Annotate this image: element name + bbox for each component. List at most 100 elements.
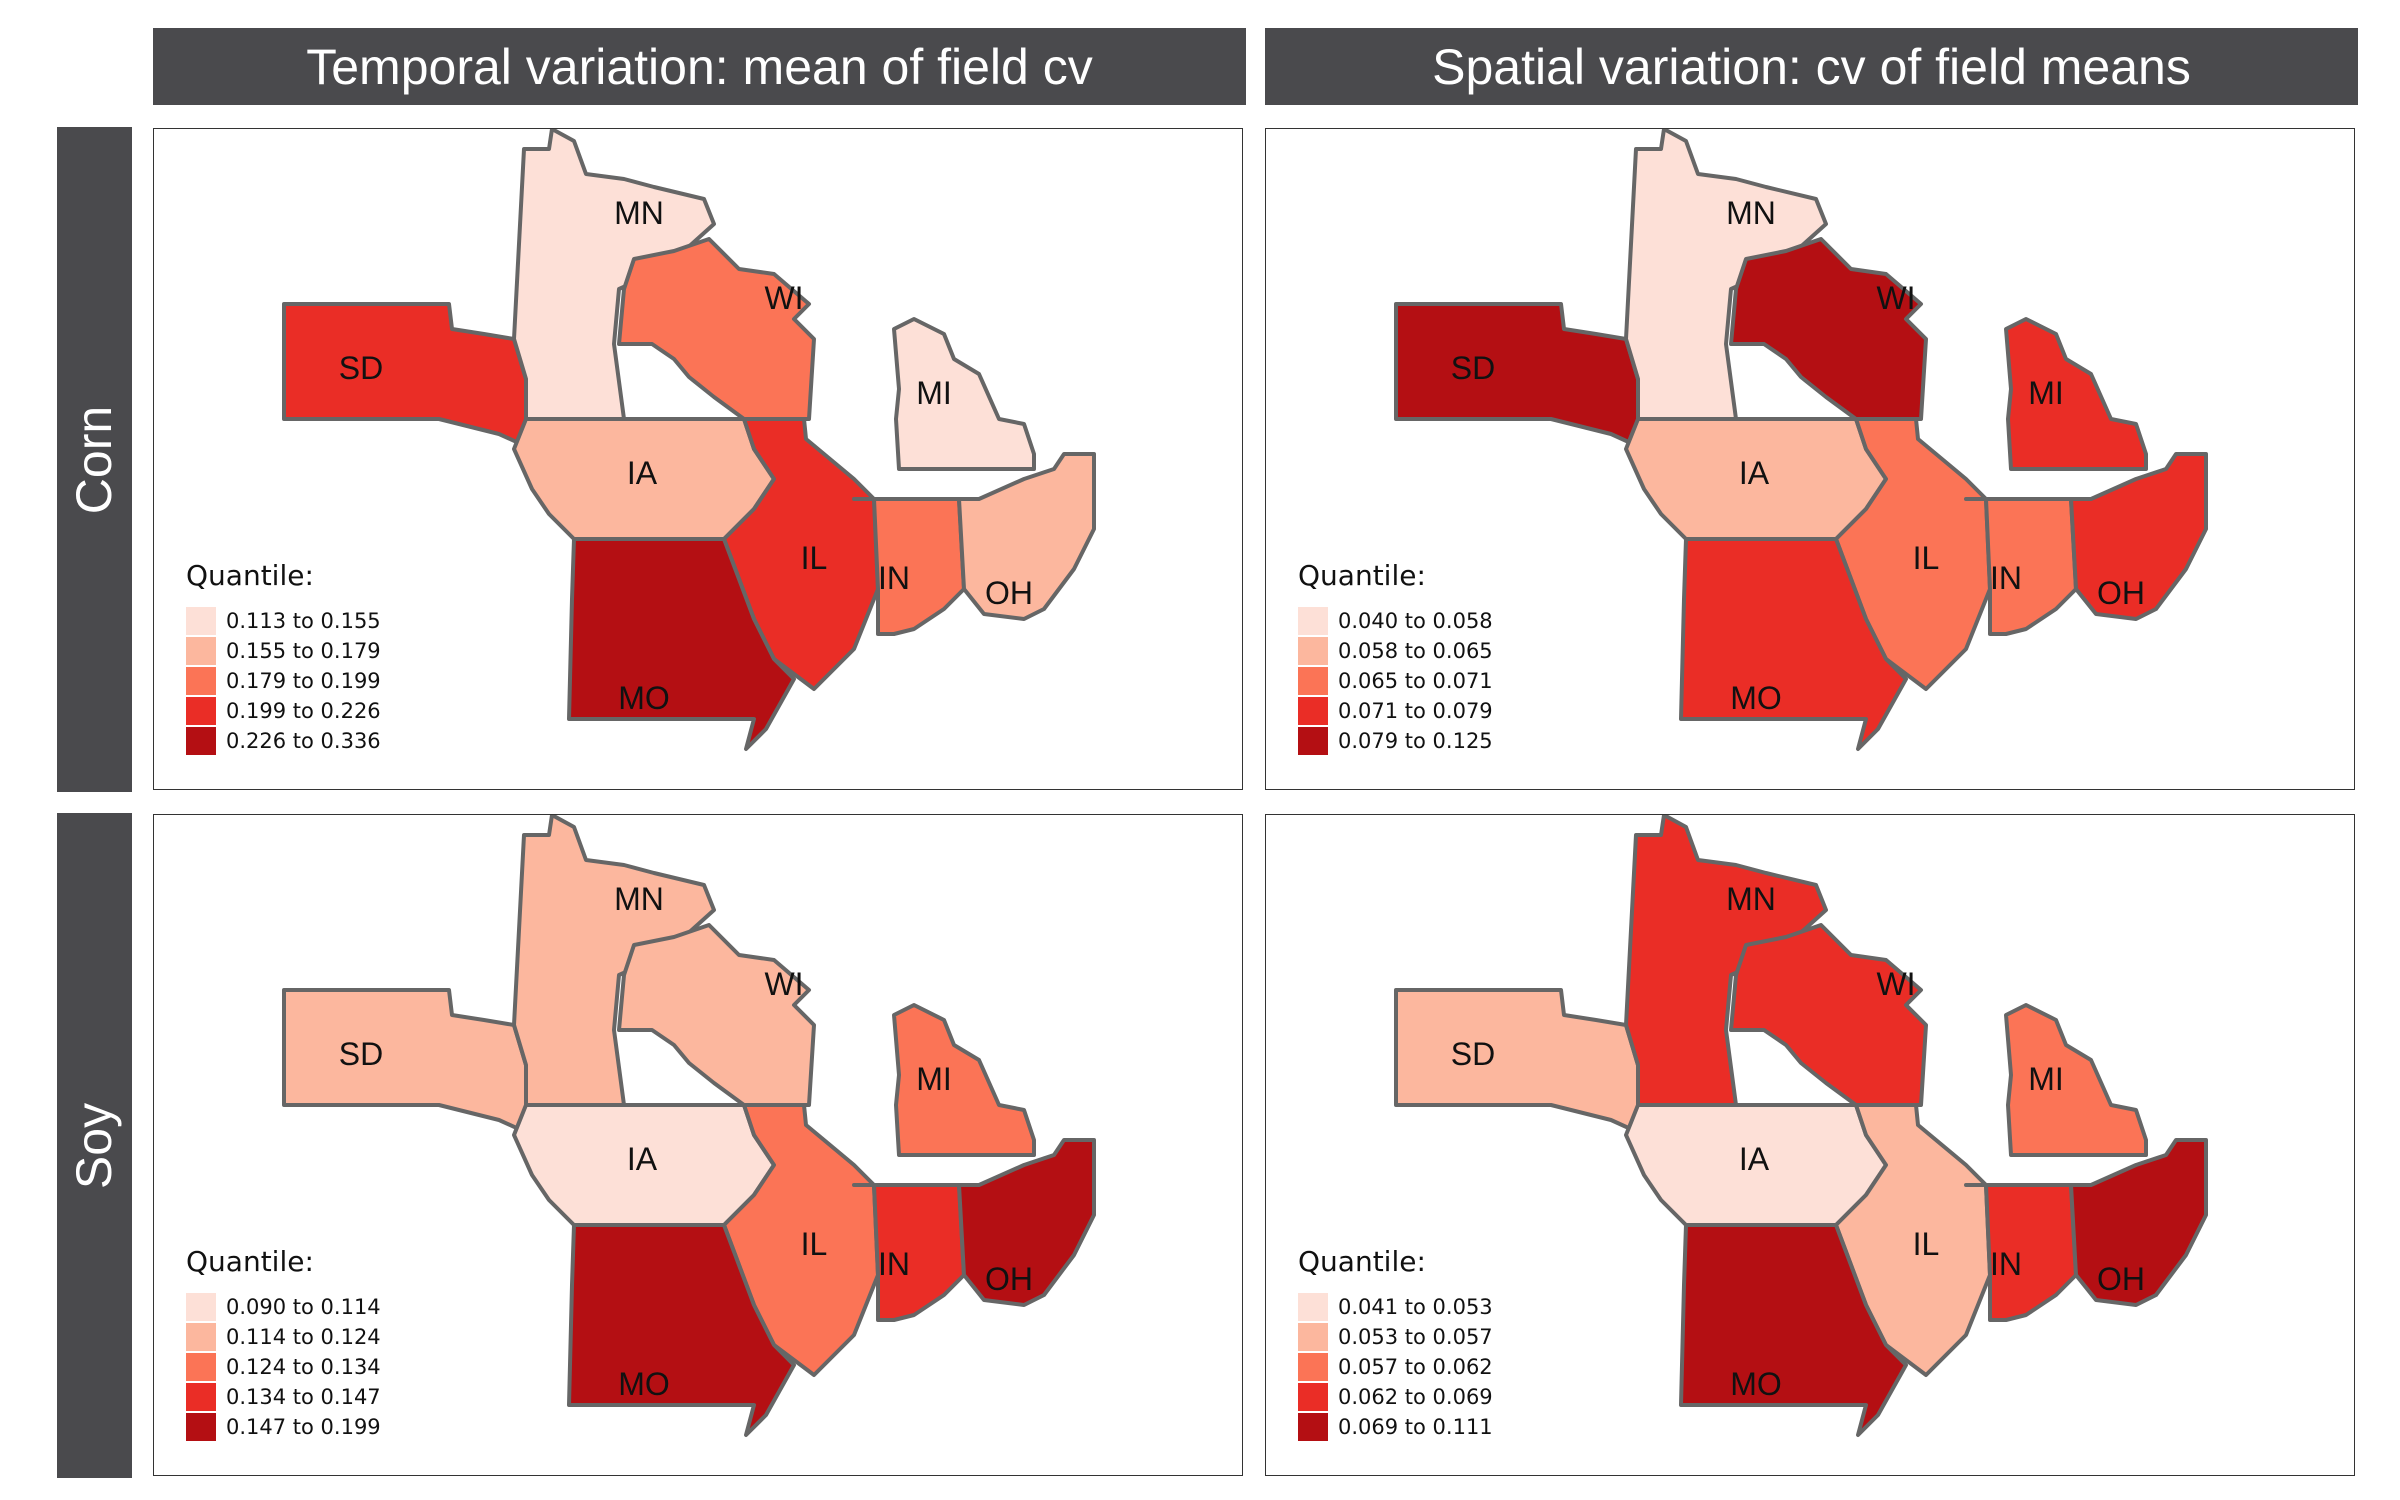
state-mi — [2004, 1003, 2148, 1157]
column-strip-spatial: Spatial variation: cv of field means — [1265, 28, 2358, 105]
legend-item: 0.065 to 0.071 — [1298, 666, 1493, 696]
legend-corn-temporal: Quantile: 0.113 to 0.155 0.155 to 0.179 0.1… — [186, 559, 381, 756]
legend-soy-spatial: Quantile: 0.041 to 0.053 0.053 to 0.057 0.0… — [1298, 1245, 1493, 1442]
state-label-in: IN — [1990, 560, 2022, 596]
legend-item: 0.057 to 0.062 — [1298, 1352, 1493, 1382]
legend-corn-spatial: Quantile: 0.040 to 0.058 0.058 to 0.065 0.0… — [1298, 559, 1493, 756]
state-mi — [892, 1003, 1036, 1157]
state-mn — [512, 129, 716, 421]
legend-swatch — [1298, 1293, 1328, 1321]
state-label-ia: IA — [1739, 1141, 1770, 1177]
legend-title: Quantile: — [186, 1245, 314, 1278]
state-wi — [617, 923, 816, 1107]
state-label-mo: MO — [618, 680, 670, 716]
map-panel-corn-temporal: MN WI SD MI IA IL IN OH MO Quantile: 0.113 to 0.15… — [153, 128, 1243, 790]
state-label-il: IL — [1913, 540, 1940, 576]
state-label-in: IN — [878, 1246, 910, 1282]
state-sd — [1394, 988, 1646, 1137]
state-il — [1834, 1103, 1992, 1377]
state-label-il: IL — [1913, 1226, 1940, 1262]
state-label-oh: OH — [2097, 575, 2145, 611]
legend-swatch — [186, 697, 216, 725]
state-label-mo: MO — [618, 1366, 670, 1402]
legend-label: 0.071 to 0.079 — [1338, 699, 1493, 723]
legend-item: 0.124 to 0.134 — [186, 1352, 381, 1382]
state-label-mn: MN — [614, 881, 664, 917]
state-label-mn: MN — [614, 195, 664, 231]
state-label-sd: SD — [1451, 1036, 1495, 1072]
legend-item: 0.226 to 0.336 — [186, 726, 381, 756]
state-label-wi: WI — [764, 966, 803, 1002]
legend-soy-temporal: Quantile: 0.090 to 0.114 0.114 to 0.124 0.1… — [186, 1245, 381, 1442]
legend-item: 0.113 to 0.155 — [186, 606, 381, 636]
legend-item: 0.058 to 0.065 — [1298, 636, 1493, 666]
state-wi — [617, 237, 816, 421]
legend-label: 0.124 to 0.134 — [226, 1355, 381, 1379]
state-mo — [1679, 537, 1908, 751]
state-label-oh: OH — [985, 1261, 1033, 1297]
legend-label: 0.113 to 0.155 — [226, 609, 381, 633]
legend-label: 0.040 to 0.058 — [1338, 609, 1493, 633]
legend-label: 0.079 to 0.125 — [1338, 729, 1493, 753]
state-label-in: IN — [1990, 1246, 2022, 1282]
state-mn — [1624, 815, 1828, 1107]
legend-swatch — [1298, 697, 1328, 725]
state-label-oh: OH — [985, 575, 1033, 611]
state-label-mi: MI — [2028, 1061, 2064, 1097]
row-strip-corn-label: Corn — [66, 405, 123, 514]
column-strip-temporal-label: Temporal variation: mean of field cv — [306, 38, 1093, 95]
map-panel-soy-spatial: MN WI SD MI IA IL IN OH MO Quantile: 0.041 to 0.05… — [1265, 814, 2355, 1476]
state-mo — [567, 1223, 796, 1437]
legend-swatch — [186, 1323, 216, 1351]
state-label-mo: MO — [1730, 1366, 1782, 1402]
legend-label: 0.057 to 0.062 — [1338, 1355, 1493, 1379]
legend-item: 0.147 to 0.199 — [186, 1412, 381, 1442]
state-label-ia: IA — [627, 455, 658, 491]
legend-label: 0.226 to 0.336 — [226, 729, 381, 753]
legend-label: 0.069 to 0.111 — [1338, 1415, 1493, 1439]
legend-swatch — [186, 1413, 216, 1441]
map-corn-spatial: MN WI SD MI IA IL IN OH MO — [1394, 129, 2208, 751]
state-wi — [1729, 237, 1928, 421]
legend-swatch — [186, 667, 216, 695]
legend-item: 0.069 to 0.111 — [1298, 1412, 1493, 1442]
map-soy-spatial: MN WI SD MI IA IL IN OH MO — [1394, 815, 2208, 1437]
legend-swatch — [186, 1353, 216, 1381]
state-label-oh: OH — [2097, 1261, 2145, 1297]
legend-item: 0.062 to 0.069 — [1298, 1382, 1493, 1412]
state-label-mn: MN — [1726, 195, 1776, 231]
state-label-sd: SD — [1451, 350, 1495, 386]
state-il — [722, 417, 880, 691]
map-soy-temporal: MN WI SD MI IA IL IN OH MO — [282, 815, 1096, 1437]
state-label-il: IL — [801, 540, 828, 576]
state-label-ia: IA — [1739, 455, 1770, 491]
legend-title: Quantile: — [1298, 559, 1426, 592]
legend-label: 0.090 to 0.114 — [226, 1295, 381, 1319]
legend-label: 0.114 to 0.124 — [226, 1325, 381, 1349]
state-label-wi: WI — [764, 280, 803, 316]
legend-title: Quantile: — [186, 559, 314, 592]
legend-item: 0.179 to 0.199 — [186, 666, 381, 696]
legend-item: 0.041 to 0.053 — [1298, 1292, 1493, 1322]
legend-swatch — [186, 1293, 216, 1321]
legend-item: 0.134 to 0.147 — [186, 1382, 381, 1412]
state-label-wi: WI — [1876, 280, 1915, 316]
row-strip-soy-label: Soy — [66, 1102, 123, 1189]
state-oh — [957, 1138, 1096, 1307]
state-label-mo: MO — [1730, 680, 1782, 716]
state-sd — [1394, 302, 1646, 451]
legend-label: 0.058 to 0.065 — [1338, 639, 1493, 663]
legend-label: 0.155 to 0.179 — [226, 639, 381, 663]
legend-swatch — [186, 637, 216, 665]
legend-swatch — [1298, 637, 1328, 665]
state-mi — [2004, 317, 2148, 471]
legend-label: 0.179 to 0.199 — [226, 669, 381, 693]
map-panel-soy-temporal: MN WI SD MI IA IL IN OH MO Quantile: 0.090 to 0.11… — [153, 814, 1243, 1476]
state-mn — [512, 815, 716, 1107]
legend-item: 0.199 to 0.226 — [186, 696, 381, 726]
column-strip-spatial-label: Spatial variation: cv of field means — [1432, 38, 2191, 95]
legend-swatch — [186, 727, 216, 755]
state-sd — [282, 988, 534, 1137]
legend-label: 0.134 to 0.147 — [226, 1385, 381, 1409]
legend-swatch — [1298, 1353, 1328, 1381]
